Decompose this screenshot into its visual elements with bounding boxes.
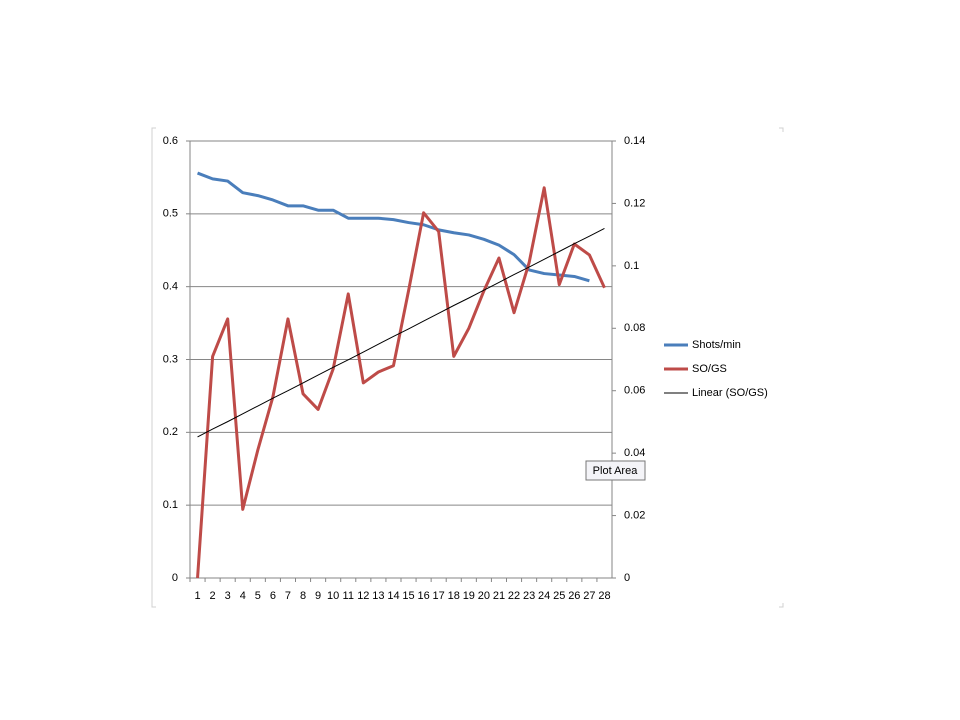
x-tick-label: 5 bbox=[255, 590, 261, 602]
x-tick-label: 10 bbox=[327, 590, 339, 602]
x-tick-label: 14 bbox=[387, 590, 399, 602]
x-tick-label: 11 bbox=[343, 590, 354, 602]
y2-tick-label: 0.14 bbox=[624, 135, 645, 147]
tooltip-box bbox=[585, 460, 646, 481]
x-tick-label: 23 bbox=[523, 590, 535, 602]
y2-tick-label: 0.02 bbox=[624, 509, 645, 521]
legend-label: Shots/min bbox=[692, 339, 741, 351]
x-tick-label: 12 bbox=[357, 590, 369, 602]
y-tick-label: 0.1 bbox=[163, 499, 178, 511]
x-tick-label: 26 bbox=[568, 590, 580, 602]
x-tick-label: 13 bbox=[372, 590, 384, 602]
x-tick-label: 7 bbox=[285, 590, 291, 602]
x-tick-label: 3 bbox=[225, 590, 231, 602]
x-tick-label: 22 bbox=[508, 590, 520, 602]
x-tick-label: 4 bbox=[240, 590, 246, 602]
y2-tick-label: 0.08 bbox=[624, 322, 645, 334]
y-tick-label: 0.2 bbox=[163, 426, 178, 438]
x-tick-label: 15 bbox=[402, 590, 414, 602]
legend-label: SO/GS bbox=[692, 363, 727, 375]
series-line bbox=[197, 227, 605, 438]
y2-tick-label: 0.12 bbox=[624, 197, 645, 209]
tooltip-text: Plot Area bbox=[593, 465, 639, 477]
x-tick-label: 6 bbox=[270, 590, 276, 602]
legend-label: Linear (SO/GS) bbox=[692, 387, 768, 399]
x-tick-label: 8 bbox=[300, 590, 306, 602]
x-tick-label: 28 bbox=[598, 590, 610, 602]
y2-tick-label: 0.1 bbox=[624, 260, 639, 272]
y-tick-label: 0.3 bbox=[163, 353, 178, 365]
tooltip: Plot Area bbox=[585, 460, 646, 481]
x-tick-label: 17 bbox=[433, 590, 445, 602]
x-tick-label: 25 bbox=[553, 590, 565, 602]
x-tick-label: 2 bbox=[210, 590, 216, 602]
y2-tick-label: 0.04 bbox=[624, 447, 645, 459]
y-tick-label: 0.6 bbox=[163, 135, 178, 147]
x-tick-label: 20 bbox=[478, 590, 490, 602]
series-line bbox=[196, 186, 606, 579]
chart-border bbox=[151, 127, 784, 608]
y-tick-label: 0.5 bbox=[163, 208, 178, 220]
x-tick-label: 24 bbox=[538, 590, 550, 602]
x-tick-label: 16 bbox=[417, 590, 429, 602]
x-tick-label: 9 bbox=[315, 590, 321, 602]
x-tick-label: 19 bbox=[463, 590, 475, 602]
x-tick-label: 1 bbox=[194, 590, 200, 602]
series-line bbox=[196, 171, 590, 283]
y2-tick-label: 0 bbox=[624, 572, 630, 584]
y-tick-label: 0 bbox=[172, 572, 178, 584]
y2-tick-label: 0.06 bbox=[624, 385, 645, 397]
x-tick-label: 18 bbox=[448, 590, 460, 602]
y-tick-label: 0.4 bbox=[163, 281, 178, 293]
x-tick-label: 27 bbox=[583, 590, 595, 602]
x-tick-label: 21 bbox=[493, 590, 505, 602]
